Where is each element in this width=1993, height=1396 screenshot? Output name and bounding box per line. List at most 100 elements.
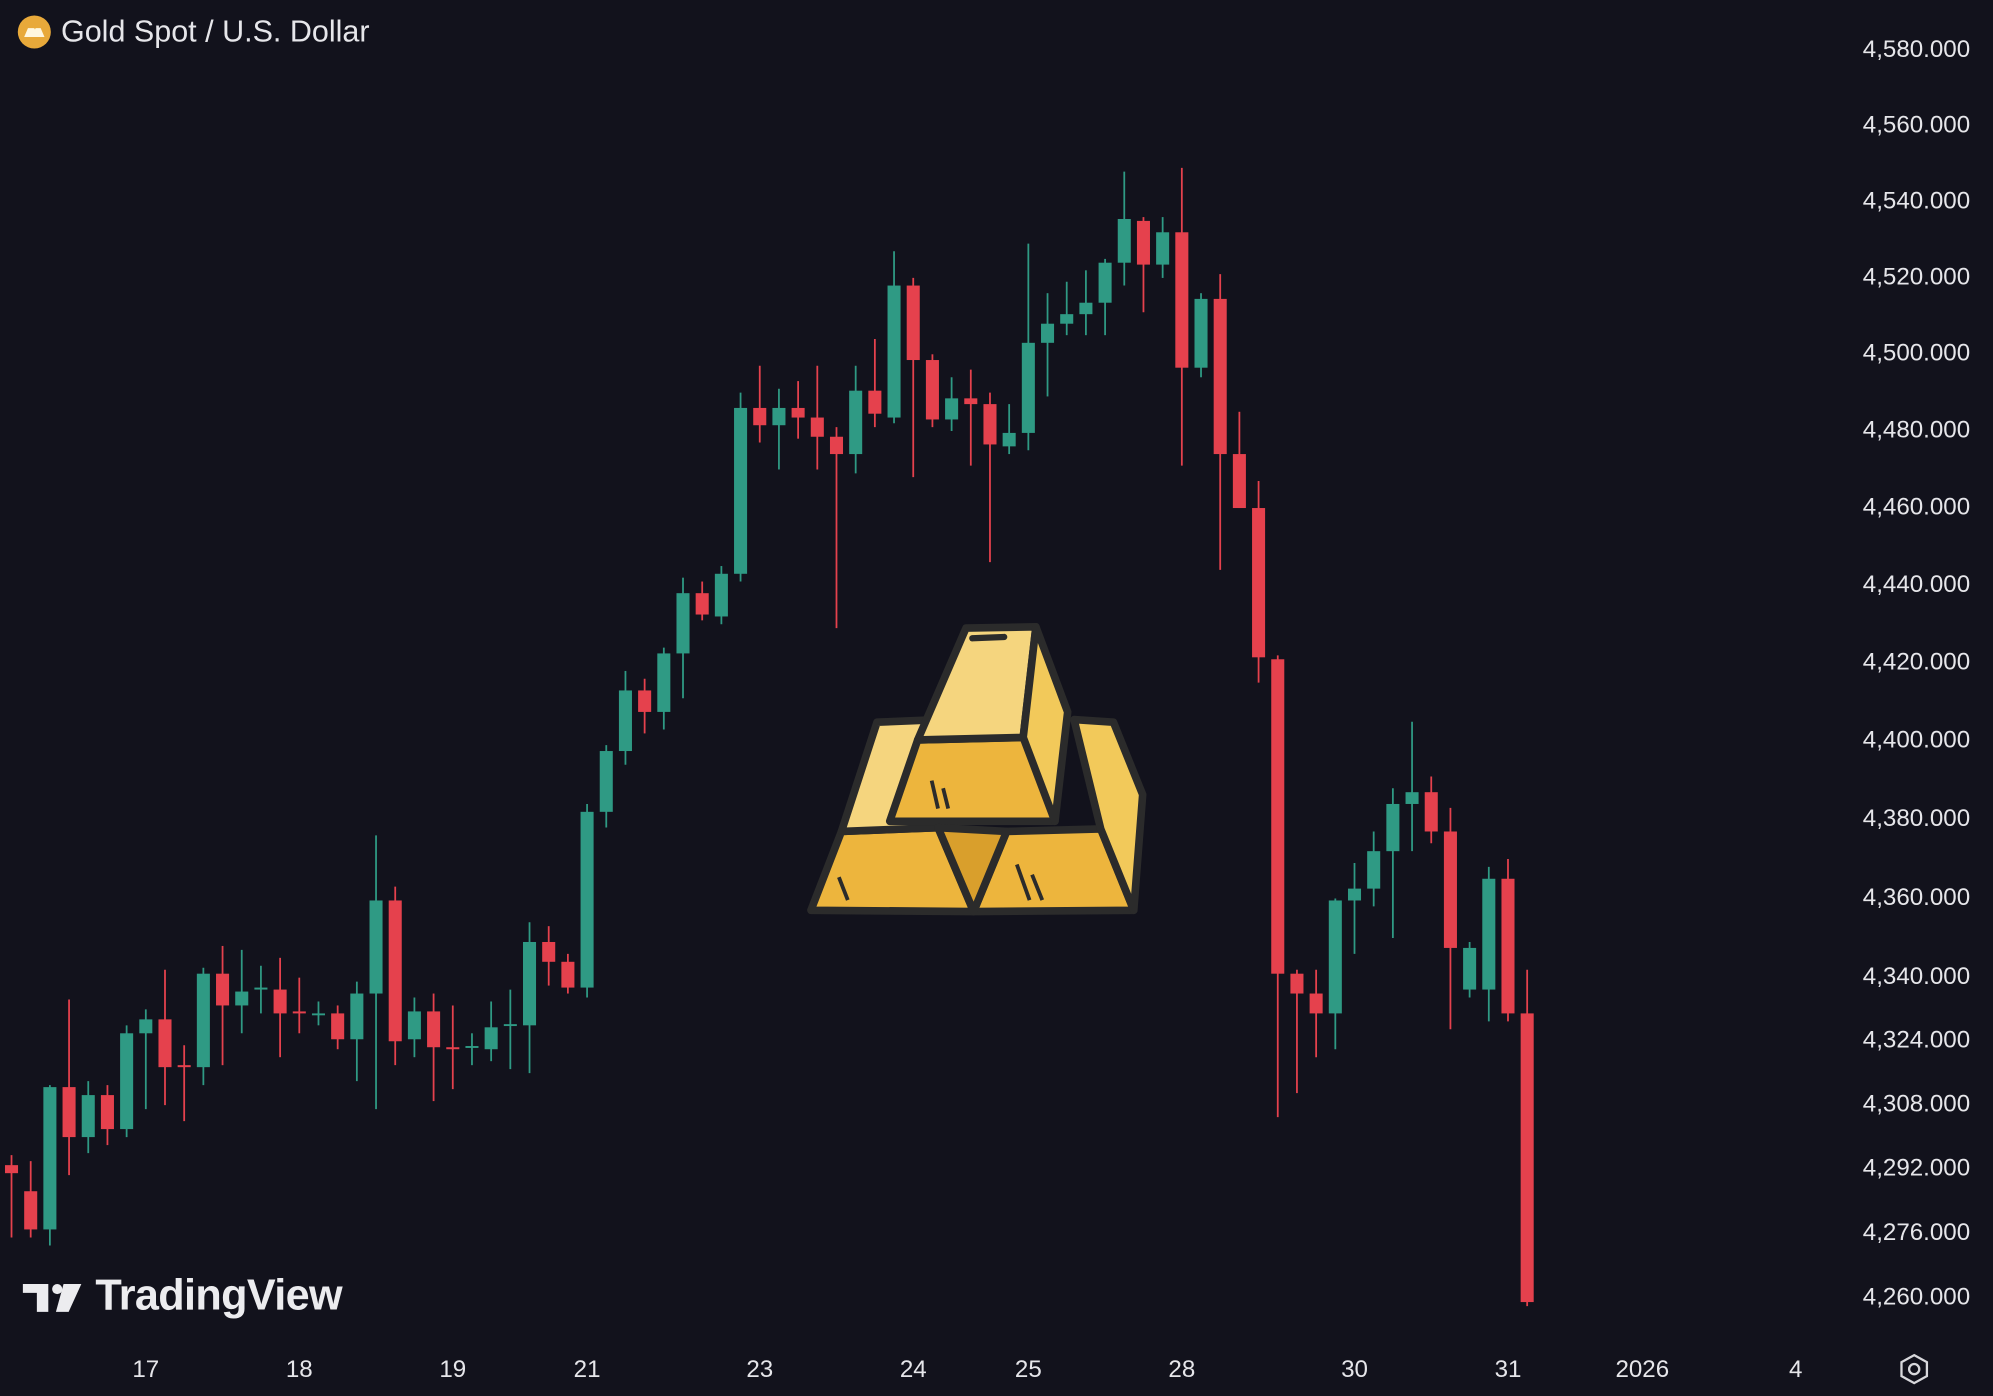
y-tick-label: 4,500.000 [1863, 340, 1970, 367]
candle-body [503, 1024, 517, 1027]
x-tick-label: 30 [1341, 1356, 1368, 1383]
candle-body [1060, 314, 1074, 324]
candle-body [1175, 232, 1189, 368]
x-tick-label: 18 [286, 1356, 313, 1383]
candle-body [561, 961, 575, 988]
candle-body [1501, 878, 1515, 1014]
candle-body [1328, 900, 1342, 1014]
tradingview-logo [22, 1283, 82, 1312]
candle-body [369, 900, 383, 994]
candle-body [1002, 432, 1016, 447]
candle-body [388, 900, 402, 1042]
candle-body [868, 390, 882, 414]
candle-body [427, 1011, 441, 1048]
y-tick-label: 4,420.000 [1863, 649, 1970, 676]
candle-body [465, 1046, 479, 1048]
candle-body [120, 1033, 134, 1130]
candle-body [829, 436, 844, 455]
candle-body [350, 993, 364, 1040]
y-tick-label: 4,308.000 [1863, 1090, 1970, 1117]
candle-body [906, 285, 920, 361]
candle-body [254, 987, 268, 990]
candle-body [695, 593, 709, 615]
candle-body [522, 941, 537, 1026]
candle-body [177, 1065, 191, 1068]
y-tick-label: 4,460.000 [1863, 493, 1970, 520]
x-tick-label: 21 [574, 1356, 601, 1383]
candle-body [1386, 803, 1400, 852]
candle-body [43, 1087, 57, 1230]
x-tick-label: 28 [1168, 1356, 1195, 1383]
candle-body [292, 1011, 306, 1014]
candle-body [1079, 302, 1093, 315]
y-tick-label: 4,400.000 [1863, 727, 1970, 754]
candle-body [1098, 262, 1112, 303]
chart-title: Gold Spot / U.S. Dollar [61, 14, 370, 48]
candle-body [139, 1019, 153, 1034]
candle-body [1213, 298, 1227, 455]
y-tick-label: 4,340.000 [1863, 963, 1970, 990]
candle-body [1520, 1013, 1534, 1303]
x-tick-label: 23 [746, 1356, 773, 1383]
candle-body [849, 390, 863, 455]
candle-body [1424, 792, 1438, 832]
y-tick-label: 4,480.000 [1863, 416, 1970, 443]
candle-body [1117, 218, 1131, 263]
candle-body [676, 593, 690, 654]
y-tick-label: 4,540.000 [1863, 187, 1970, 214]
candle-body [311, 1013, 326, 1016]
y-tick-label: 4,560.000 [1863, 112, 1970, 139]
candle-body [235, 991, 249, 1006]
settings-button[interactable] [1900, 1353, 1929, 1385]
candle-body [1232, 454, 1246, 509]
y-tick-label: 4,360.000 [1863, 884, 1970, 911]
x-tick-label: 24 [900, 1356, 927, 1383]
candle-body [1463, 947, 1477, 990]
candle-body [734, 407, 748, 574]
candle-body [983, 404, 997, 445]
candle-body [1290, 973, 1304, 994]
candle-body [273, 989, 287, 1014]
y-tick-label: 4,440.000 [1863, 571, 1970, 598]
y-tick-label: 4,580.000 [1863, 36, 1970, 63]
candle-body [1347, 888, 1362, 901]
candle-body [62, 1087, 76, 1138]
y-tick-label: 4,380.000 [1863, 805, 1970, 832]
y-tick-label: 4,324.000 [1863, 1027, 1970, 1054]
candle-body [1252, 508, 1266, 658]
y-tick-label: 4,276.000 [1863, 1219, 1970, 1246]
candle-body [657, 653, 671, 712]
candle-body [1021, 342, 1035, 433]
x-tick-label: 2026 [1615, 1356, 1669, 1383]
candle-body [1156, 232, 1170, 265]
y-tick-label: 4,260.000 [1863, 1283, 1970, 1310]
candle-body [714, 573, 728, 617]
candle-body [753, 407, 767, 426]
candle-body [331, 1013, 345, 1040]
candle-body [100, 1095, 114, 1130]
candle-body [1041, 323, 1055, 343]
gold-bars-illustration [807, 623, 1147, 916]
candle-body [618, 690, 632, 752]
x-tick-label: 19 [439, 1356, 466, 1383]
candle-body [580, 811, 594, 988]
watermark: TradingView [95, 1271, 343, 1319]
candle-body [1136, 220, 1150, 265]
x-tick-label: 17 [132, 1356, 159, 1383]
candle-body [945, 398, 959, 420]
x-tick-label: 4 [1789, 1356, 1802, 1383]
candle-body [1271, 659, 1285, 974]
candle-body [216, 973, 230, 1006]
candle-body [1309, 993, 1323, 1014]
plot-area [4, 167, 1534, 1307]
candle-body [196, 973, 210, 1068]
candle-body [638, 690, 652, 712]
candle-body [810, 417, 824, 437]
candle-body [1482, 878, 1496, 990]
candle-body [1367, 851, 1381, 889]
candle-body [1194, 298, 1208, 368]
candle-body [772, 407, 786, 426]
candle-body [791, 407, 805, 418]
